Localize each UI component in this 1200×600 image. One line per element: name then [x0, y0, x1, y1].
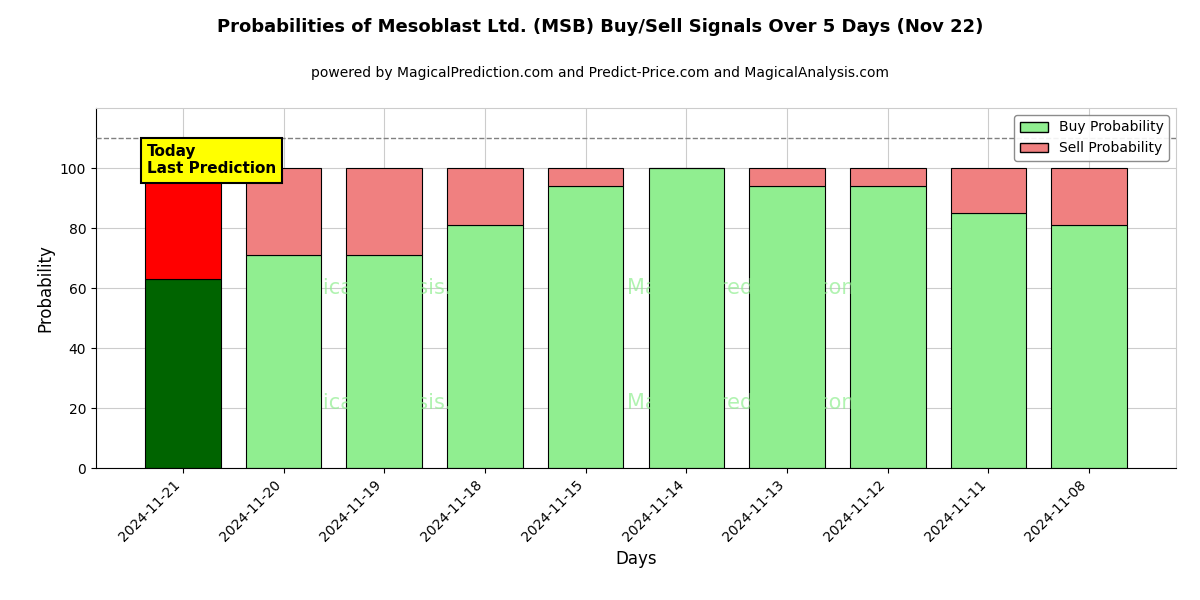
Bar — [448, 168, 523, 225]
Bar — [448, 225, 523, 468]
Bar — [950, 213, 1026, 468]
Bar — [1051, 225, 1127, 468]
Text: MagicalAnalysis.com: MagicalAnalysis.com — [280, 278, 496, 298]
Bar — [850, 168, 925, 186]
Bar — [246, 168, 322, 255]
Legend: Buy Probability, Sell Probability: Buy Probability, Sell Probability — [1014, 115, 1169, 161]
Text: MagicalPrediction.com: MagicalPrediction.com — [626, 278, 862, 298]
Bar — [1051, 168, 1127, 225]
Text: MagicalPrediction.com: MagicalPrediction.com — [626, 393, 862, 413]
Text: Probabilities of Mesoblast Ltd. (MSB) Buy/Sell Signals Over 5 Days (Nov 22): Probabilities of Mesoblast Ltd. (MSB) Bu… — [217, 18, 983, 36]
Bar — [347, 168, 422, 255]
Text: powered by MagicalPrediction.com and Predict-Price.com and MagicalAnalysis.com: powered by MagicalPrediction.com and Pre… — [311, 66, 889, 80]
Bar — [548, 186, 624, 468]
Bar — [548, 168, 624, 186]
Bar — [950, 168, 1026, 213]
Text: MagicalAnalysis.com: MagicalAnalysis.com — [280, 393, 496, 413]
Bar — [145, 279, 221, 468]
Bar — [749, 186, 824, 468]
Bar — [347, 255, 422, 468]
Text: Today
Last Prediction: Today Last Prediction — [148, 144, 276, 176]
X-axis label: Days: Days — [616, 550, 656, 568]
Bar — [246, 255, 322, 468]
Y-axis label: Probability: Probability — [36, 244, 54, 332]
Bar — [749, 168, 824, 186]
Bar — [850, 186, 925, 468]
Bar — [145, 168, 221, 279]
Bar — [648, 168, 724, 468]
